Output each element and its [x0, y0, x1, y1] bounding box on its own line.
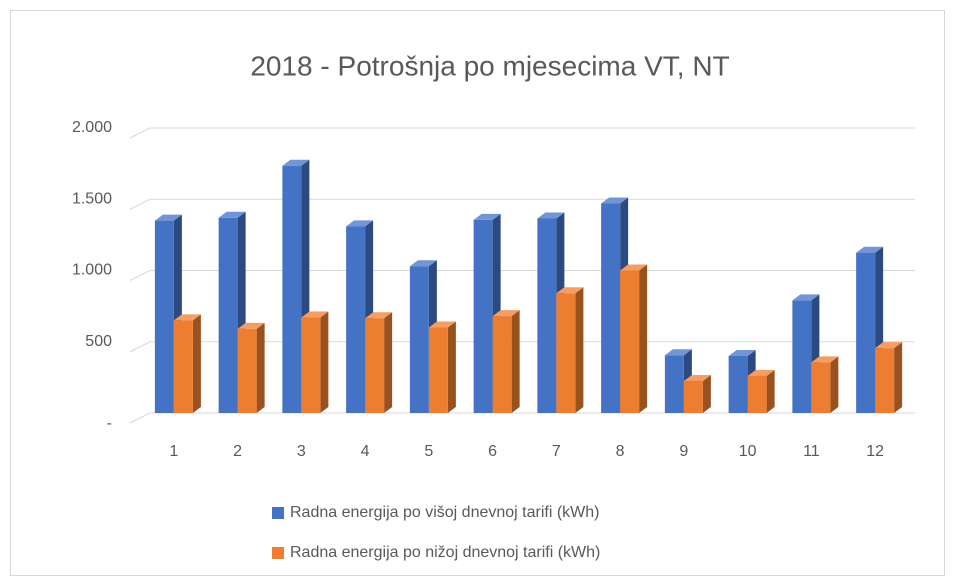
y-tick-label: - — [107, 415, 112, 432]
bar — [173, 320, 193, 413]
x-tick-label: 10 — [739, 443, 757, 460]
bar — [856, 252, 876, 413]
bar-top — [492, 310, 520, 317]
bar-top — [154, 214, 182, 221]
bar — [683, 380, 703, 413]
bar — [747, 375, 767, 413]
y-tick-label: 500 — [85, 333, 112, 350]
bar — [875, 348, 895, 413]
bar — [365, 318, 385, 413]
legend-swatch — [272, 507, 284, 519]
bar — [664, 355, 684, 413]
x-tick-label: 11 — [803, 443, 820, 460]
bar-side — [639, 264, 648, 413]
bar-top — [792, 294, 820, 301]
bar-top — [473, 213, 501, 220]
grid-line — [129, 270, 915, 281]
bar-top — [537, 212, 565, 219]
bar-top — [747, 369, 775, 376]
bar-top — [409, 260, 437, 267]
x-tick-label: 4 — [361, 443, 370, 460]
x-tick-label: 3 — [297, 443, 306, 460]
x-tick-label: 1 — [169, 443, 178, 460]
bar-top — [728, 350, 756, 356]
bar-top — [237, 322, 265, 329]
legend-label: Radna energija po višoj dnevnoj tarifi (… — [290, 504, 599, 521]
bar — [601, 203, 621, 413]
bar-top — [301, 311, 329, 318]
bar-top — [282, 159, 310, 166]
bar — [492, 316, 512, 413]
bar-side — [894, 342, 903, 413]
bar-side — [575, 287, 584, 413]
bar-top — [601, 197, 629, 204]
bar-side — [830, 356, 839, 413]
x-tick-label: 9 — [679, 443, 688, 460]
bar — [409, 266, 429, 413]
bar-top — [811, 356, 839, 363]
bar-side — [384, 312, 393, 413]
bar — [620, 270, 640, 413]
y-tick-label: 1.500 — [72, 190, 112, 207]
x-tick-label: 7 — [552, 443, 561, 460]
bar-side — [766, 369, 775, 413]
bar-top — [620, 264, 648, 271]
bar — [301, 317, 321, 413]
bar-side — [256, 322, 265, 413]
bar — [346, 226, 366, 413]
grid-line — [129, 412, 915, 424]
bar-side — [702, 374, 711, 413]
x-tick-label: 2 — [233, 443, 242, 460]
legend-label: Radna energija po nižoj dnevnoj tarifi (… — [290, 544, 600, 561]
bar — [154, 220, 174, 413]
y-tick-label: 2.000 — [72, 119, 112, 136]
bar — [428, 327, 448, 413]
bar-side — [511, 310, 520, 413]
bar — [218, 217, 238, 413]
legend-swatch — [272, 547, 284, 559]
x-tick-label: 8 — [616, 443, 625, 460]
y-tick-label: 1.000 — [72, 262, 112, 279]
x-tick-label: 6 — [488, 443, 497, 460]
bar — [728, 356, 748, 413]
bar-top — [218, 211, 246, 218]
grid-line — [129, 341, 915, 353]
bar-top — [856, 246, 884, 253]
bar — [237, 328, 257, 413]
grid-line — [129, 127, 915, 139]
bar-top — [664, 349, 692, 356]
bar-top — [683, 374, 711, 381]
bar-side — [192, 314, 201, 413]
bar-top — [875, 342, 903, 349]
bar-top — [556, 287, 584, 294]
bar — [556, 293, 576, 413]
bar — [282, 165, 302, 413]
bar-side — [320, 311, 329, 413]
bar — [811, 362, 831, 413]
x-tick-label: 5 — [424, 443, 433, 460]
bar — [792, 300, 812, 413]
bar-side — [447, 321, 456, 413]
bar-top — [173, 314, 201, 321]
x-tick-label: 12 — [866, 443, 884, 460]
bar-top — [346, 220, 374, 227]
bar — [537, 218, 557, 413]
bar-top — [428, 321, 456, 328]
grid-line — [129, 198, 915, 210]
bar — [473, 219, 493, 413]
chart-title: 2018 - Potrošnja po mjesecima VT, NT — [250, 50, 729, 81]
bar-top — [365, 312, 393, 319]
